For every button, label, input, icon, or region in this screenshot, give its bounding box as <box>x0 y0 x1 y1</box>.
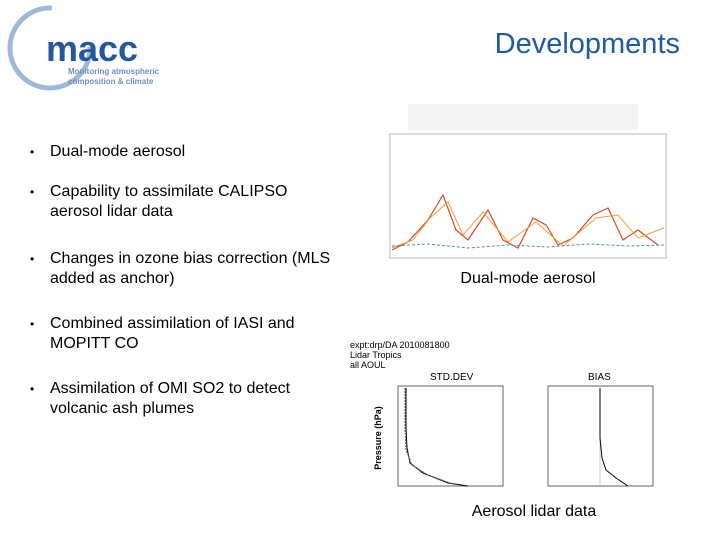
bullet-marker: • <box>30 252 35 266</box>
bullet: • Changes in ozone bias correction (MLS ad… <box>30 249 330 289</box>
bullet: • Dual-mode aerosol <box>30 142 185 162</box>
bullet-text: volcanic ash plumes <box>50 400 195 417</box>
bullet-text: Assimilation of OMI SO2 to detect <box>50 380 291 397</box>
logo: macc Monitoring atmospheric composition … <box>7 5 160 91</box>
aerosol-figure <box>389 104 667 259</box>
series-line <box>391 201 665 249</box>
bullet: • Combined assimilation of IASI and MOPITT… <box>30 314 295 354</box>
bullet: • Assimilation of OMI SO2 to detect volcan… <box>30 379 290 419</box>
logo-ring <box>7 5 93 91</box>
bullet-marker: • <box>30 145 35 159</box>
bullet-text: Dual-mode aerosol <box>50 143 186 160</box>
panel-frame <box>547 385 654 487</box>
bullet: • Capability to assimilate CALIPSO aerosol… <box>30 182 287 222</box>
figure-header: Lidar Tropics <box>350 350 402 360</box>
bullet-marker: • <box>30 317 35 331</box>
slide-title: Developments <box>494 28 680 60</box>
figure-header: all AOUL <box>350 360 386 370</box>
profile-line <box>404 388 454 485</box>
profile-line <box>599 388 629 487</box>
logo-name: macc <box>46 28 138 69</box>
panel-title: STD.DEV <box>430 372 474 383</box>
bullet-text: aerosol lidar data <box>50 203 173 220</box>
bullet-text: Combined assimilation of IASI and <box>50 315 295 332</box>
plot-heading <box>408 104 638 130</box>
bullet-text: MOPITT CO <box>50 335 139 352</box>
plot-frame <box>389 133 667 259</box>
profile-line <box>405 388 469 487</box>
figure-header: expt:drp/DA 2010081800 <box>350 340 450 350</box>
lidar-figure: expt:drp/DA 2010081800 Lidar Tropics all… <box>350 340 654 487</box>
bullet-text: Changes in ozone bias correction (MLS <box>50 250 331 267</box>
series-line <box>391 193 659 251</box>
figure-caption: Dual-mode aerosol <box>460 270 596 287</box>
bullet-marker: • <box>30 185 35 199</box>
bullet-marker: • <box>30 382 35 396</box>
series-line <box>391 243 665 249</box>
bullet-text: added as anchor) <box>50 270 175 287</box>
logo-tagline: Monitoring atmospheric <box>68 67 160 76</box>
figure-caption: Aerosol lidar data <box>471 503 597 520</box>
bullet-text: Capability to assimilate CALIPSO <box>50 183 288 200</box>
y-axis-label: Pressure (hPa) <box>373 406 383 470</box>
panel-frame <box>397 385 504 487</box>
panel-title: BIAS <box>588 372 611 383</box>
logo-tagline: composition & climate <box>68 77 154 86</box>
